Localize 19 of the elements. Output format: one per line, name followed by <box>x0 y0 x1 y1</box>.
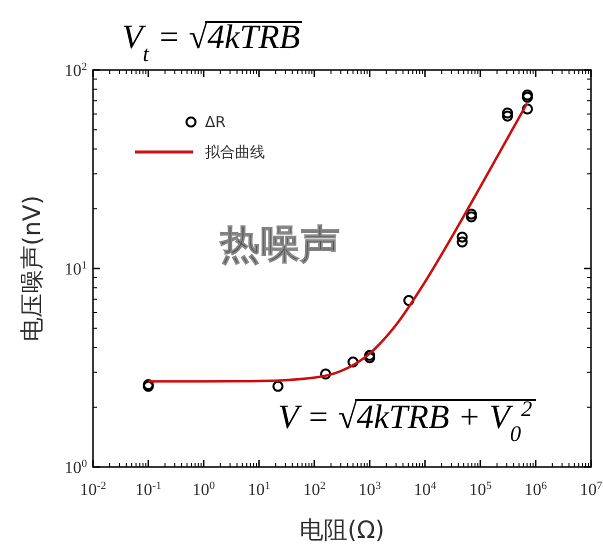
x-tick-label: 10$^{2}$ <box>303 480 326 499</box>
y-tick-label: 10$^{0}$ <box>64 458 88 477</box>
y-tick-label: 10$^{2}$ <box>64 61 87 80</box>
annotation: 热噪声 <box>219 222 340 268</box>
chart-title: V$_{t}$ = √4kTRB <box>122 19 300 66</box>
x-tick-label: 10$^{0}$ <box>192 480 216 499</box>
x-tick-label: 10$^{4}$ <box>414 480 437 499</box>
x-tick-label: 10$^{1}$ <box>248 480 270 499</box>
legend-label: 拟合曲线 <box>205 143 265 161</box>
x-tick-label: 10$^{5}$ <box>469 480 492 499</box>
x-tick-label: 10$^{6}$ <box>524 480 548 499</box>
x-tick-label: 10$^{-2}$ <box>80 480 106 499</box>
x-tick-label: 10$^{7}$ <box>580 480 603 499</box>
x-tick-label: 10$^{-1}$ <box>135 480 162 499</box>
y-axis-title: 电压噪声(nV) <box>18 195 46 342</box>
legend-label: ΔR <box>205 113 226 131</box>
y-tick-label: 10$^{1}$ <box>64 260 87 278</box>
x-axis-title: 电阻(Ω) <box>299 516 385 544</box>
x-tick-label: 10$^{3}$ <box>358 480 382 499</box>
